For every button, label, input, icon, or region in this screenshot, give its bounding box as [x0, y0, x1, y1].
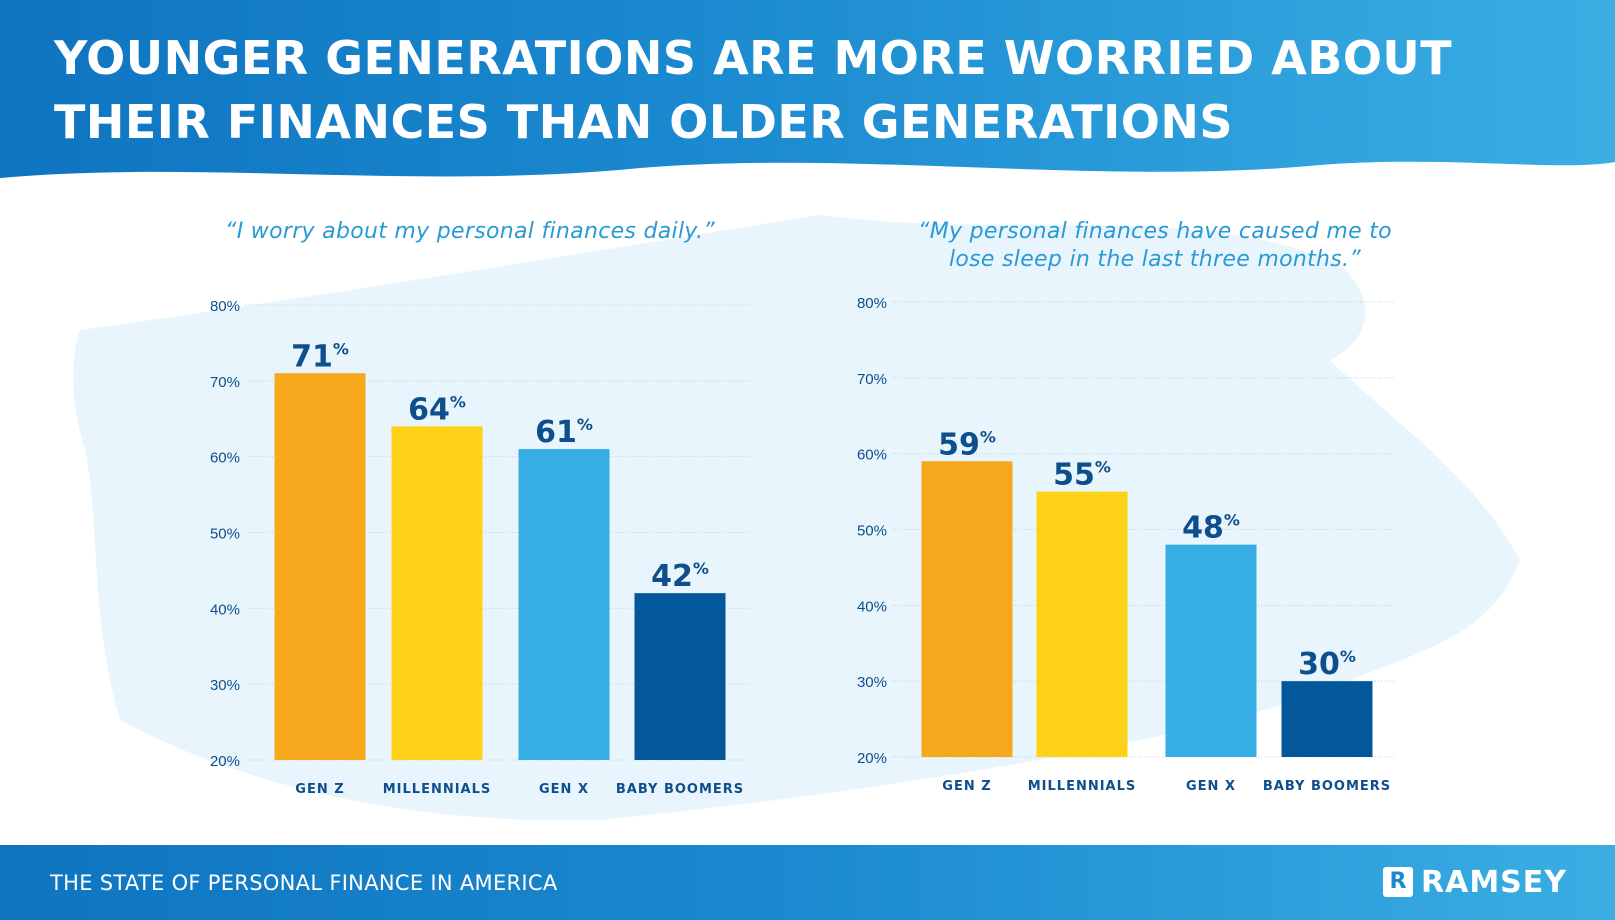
bar — [1036, 491, 1128, 757]
x-tick-label: GEN X — [1186, 779, 1236, 794]
y-tick-label: 60% — [210, 450, 240, 467]
data-label: 55% — [1053, 458, 1111, 493]
logo-mark: R — [1383, 867, 1413, 897]
footer-banner: THE STATE OF PERSONAL FINANCE IN AMERICA… — [0, 845, 1615, 920]
y-tick-label: 20% — [857, 750, 887, 767]
bar — [921, 461, 1013, 757]
y-tick-label: 80% — [857, 295, 887, 312]
bar — [1281, 681, 1373, 757]
ramsey-logo: R RAMSEY — [1383, 864, 1567, 900]
y-tick-label: 80% — [210, 298, 240, 315]
page-title: YOUNGER GENERATIONS ARE MORE WORRIED ABO… — [54, 31, 1453, 149]
x-tick-label: GEN X — [539, 782, 589, 797]
data-label: 71% — [291, 339, 349, 374]
x-tick-label: BABY BOOMERS — [1263, 779, 1391, 794]
y-tick-label: 70% — [210, 374, 240, 391]
y-tick-label: 40% — [857, 598, 887, 615]
data-label: 30% — [1298, 647, 1356, 682]
y-tick-label: 50% — [210, 526, 240, 543]
bar — [518, 449, 610, 760]
y-tick-label: 30% — [857, 674, 887, 691]
x-tick-label: GEN Z — [942, 779, 991, 794]
bar — [1165, 544, 1257, 757]
chart-1-title: “I worry about my personal finances dail… — [225, 219, 715, 244]
bar — [274, 373, 366, 760]
chart-2-title: “My personal finances have caused me to … — [918, 219, 1392, 272]
data-label: 59% — [938, 427, 996, 462]
y-tick-label: 30% — [210, 677, 240, 694]
footer-title: THE STATE OF PERSONAL FINANCE IN AMERICA — [50, 871, 558, 895]
y-tick-label: 70% — [857, 371, 887, 388]
x-tick-label: BABY BOOMERS — [616, 782, 744, 797]
y-tick-label: 40% — [210, 601, 240, 618]
y-tick-label: 60% — [857, 447, 887, 464]
bar — [391, 426, 483, 760]
y-tick-label: 20% — [210, 753, 240, 770]
x-tick-label: GEN Z — [295, 782, 344, 797]
data-label: 64% — [408, 392, 466, 427]
data-label: 42% — [651, 559, 709, 594]
header-banner: YOUNGER GENERATIONS ARE MORE WORRIED ABO… — [0, 0, 1615, 190]
x-tick-label: MILLENNIALS — [383, 782, 492, 797]
y-tick-label: 50% — [857, 523, 887, 540]
data-label: 61% — [535, 415, 593, 450]
bar — [634, 593, 726, 760]
data-label: 48% — [1182, 511, 1240, 546]
logo-text: RAMSEY — [1421, 864, 1567, 900]
x-tick-label: MILLENNIALS — [1028, 779, 1137, 794]
